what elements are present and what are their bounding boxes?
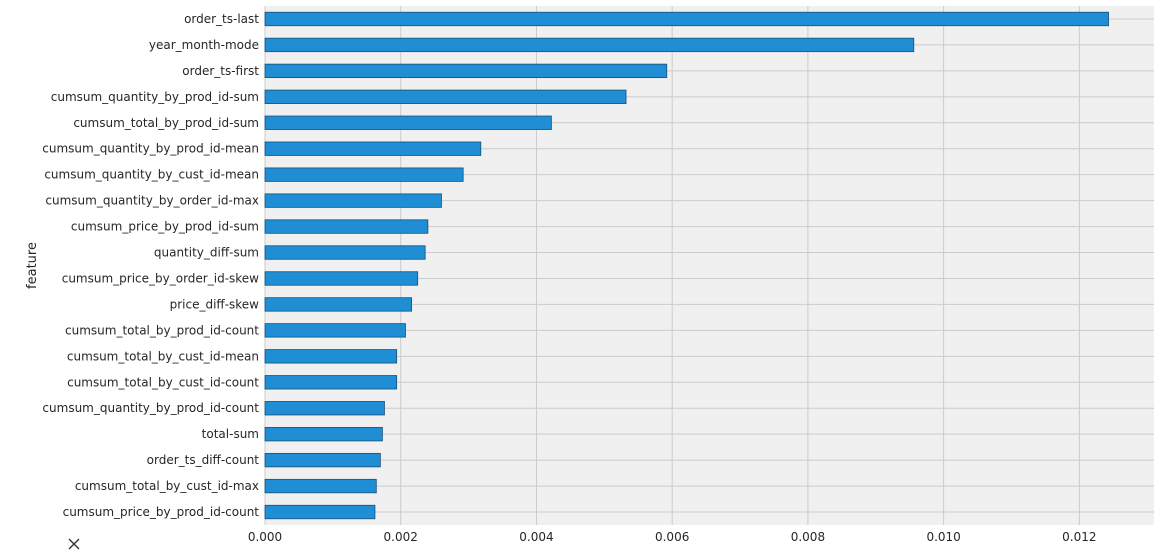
y-tick-label: order_ts-first bbox=[182, 64, 259, 78]
y-tick-label: cumsum_price_by_prod_id-count bbox=[63, 505, 260, 519]
y-tick-label: price_diff-skew bbox=[170, 297, 260, 311]
y-tick-label: total-sum bbox=[202, 427, 259, 441]
bar-cumsum_total_by_prod_id-sum bbox=[264, 115, 552, 130]
x-tick-label: 0.010 bbox=[926, 530, 960, 544]
bar-cumsum_quantity_by_prod_id-mean bbox=[264, 141, 482, 156]
x-tick-labels: 0.000 0.002 0.004 0.006 0.008 0.010 0.012 bbox=[248, 530, 1097, 544]
bars bbox=[264, 11, 1109, 520]
bar-total-sum bbox=[264, 427, 383, 442]
bar-cumsum_total_by_cust_id-count bbox=[264, 375, 398, 390]
bar-cumsum_quantity_by_cust_id-mean bbox=[264, 167, 464, 182]
y-tick-label: cumsum_quantity_by_order_id-max bbox=[45, 194, 259, 208]
x-tick-label: 0.000 bbox=[248, 530, 282, 544]
y-tick-label: cumsum_total_by_cust_id-count bbox=[67, 375, 259, 389]
y-tick-label: cumsum_total_by_prod_id-count bbox=[65, 323, 259, 337]
y-axis-label: feature bbox=[25, 242, 40, 289]
bar-price_diff-skew bbox=[264, 297, 412, 312]
bar-cumsum_price_by_prod_id-sum bbox=[264, 219, 429, 234]
y-tick-label: year_month-mode bbox=[149, 38, 259, 52]
bar-order_ts_diff-count bbox=[264, 452, 381, 468]
x-tick-label: 0.012 bbox=[1062, 530, 1096, 544]
y-tick-label: quantity_diff-sum bbox=[154, 246, 259, 260]
y-tick-label: cumsum_total_by_cust_id-max bbox=[75, 479, 259, 493]
bar-cumsum_price_by_prod_id-count bbox=[264, 504, 376, 520]
x-tick-label: 0.008 bbox=[791, 530, 825, 544]
y-tick-label: order_ts-last bbox=[184, 12, 259, 26]
y-tick-label: cumsum_price_by_order_id-skew bbox=[62, 271, 259, 285]
bar-cumsum_quantity_by_order_id-max bbox=[264, 193, 442, 208]
bar-order_ts-last bbox=[264, 11, 1109, 27]
x-icon bbox=[68, 538, 80, 550]
y-tick-label: cumsum_quantity_by_prod_id-mean bbox=[42, 142, 259, 156]
plot-area bbox=[265, 6, 1154, 525]
bar-quantity_diff-sum bbox=[264, 245, 426, 260]
y-tick-label: cumsum_price_by_prod_id-sum bbox=[71, 220, 259, 234]
bar-year_month-mode bbox=[264, 37, 915, 53]
x-tick-label: 0.004 bbox=[519, 530, 553, 544]
y-tick-label: cumsum_quantity_by_cust_id-mean bbox=[44, 168, 259, 182]
y-tick-label: cumsum_total_by_cust_id-mean bbox=[67, 349, 259, 363]
x-tick-label: 0.006 bbox=[655, 530, 689, 544]
x-tick-label: 0.002 bbox=[384, 530, 418, 544]
bar-cumsum_price_by_order_id-skew bbox=[264, 271, 419, 286]
y-tick-label: cumsum_quantity_by_prod_id-sum bbox=[51, 90, 259, 104]
y-tick-label: cumsum_total_by_prod_id-sum bbox=[73, 116, 259, 130]
bar-cumsum_quantity_by_prod_id-sum bbox=[264, 89, 627, 104]
bar-cumsum_total_by_prod_id-count bbox=[264, 323, 406, 338]
bar-order_ts-first bbox=[264, 63, 668, 79]
y-tick-label: order_ts_diff-count bbox=[147, 453, 260, 467]
bar-cumsum_total_by_cust_id-max bbox=[264, 478, 377, 494]
y-tick-labels: order_ts-last year_month-mode order_ts-fir… bbox=[42, 12, 259, 519]
y-tick-label: cumsum_quantity_by_prod_id-count bbox=[42, 401, 259, 415]
bar-cumsum_total_by_cust_id-mean bbox=[264, 349, 398, 364]
bar-cumsum_quantity_by_prod_id-count bbox=[264, 401, 385, 416]
